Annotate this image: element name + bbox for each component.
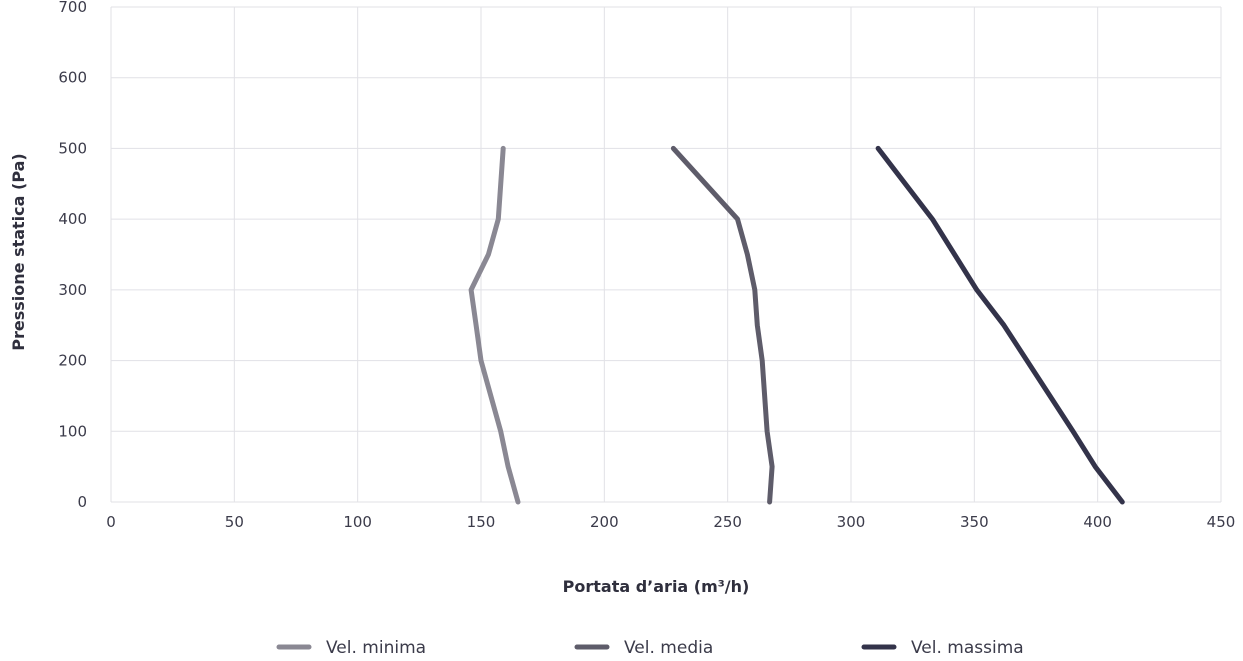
legend-label: Vel. media — [624, 638, 713, 658]
x-tick-label: 200 — [590, 513, 619, 531]
x-tick-label: 100 — [343, 513, 372, 531]
legend: Vel. minima Vel. media Vel. massima — [276, 638, 1024, 658]
x-tick-label: 450 — [1207, 513, 1236, 531]
x-tick-label: 400 — [1083, 513, 1112, 531]
y-tick-label: 700 — [58, 0, 87, 16]
x-tick-label: 300 — [837, 513, 866, 531]
series-line-2 — [670, 145, 775, 505]
legend-item: Vel. media — [574, 638, 713, 658]
series-line-3 — [875, 145, 1125, 505]
x-axis-ticks: 0 50 100 150 200 250 300 350 400 450 — [106, 513, 1235, 531]
legend-item: Vel. minima — [276, 638, 426, 658]
legend-item: Vel. massima — [861, 638, 1024, 658]
y-tick-label: 100 — [58, 422, 87, 440]
x-tick-label: 50 — [225, 513, 244, 531]
y-tick-label: 0 — [77, 493, 87, 511]
y-tick-label: 400 — [58, 210, 87, 228]
x-tick-label: 0 — [106, 513, 116, 531]
x-axis-title: Portata d’aria (m³/h) — [563, 577, 750, 596]
x-tick-label: 150 — [467, 513, 496, 531]
grid — [110, 6, 1222, 503]
legend-label: Vel. massima — [911, 638, 1024, 658]
y-tick-label: 500 — [58, 139, 87, 157]
y-tick-label: 600 — [58, 69, 87, 87]
legend-label: Vel. minima — [326, 638, 426, 658]
y-axis-title: Pressione statica (Pa) — [9, 153, 28, 350]
series-line-1 — [468, 145, 521, 505]
y-axis-ticks: 0 100 200 300 400 500 600 700 — [58, 0, 87, 511]
series-lines — [468, 145, 1125, 505]
x-tick-label: 250 — [713, 513, 742, 531]
y-tick-label: 200 — [58, 352, 87, 370]
x-tick-label: 350 — [960, 513, 989, 531]
y-tick-label: 300 — [58, 281, 87, 299]
